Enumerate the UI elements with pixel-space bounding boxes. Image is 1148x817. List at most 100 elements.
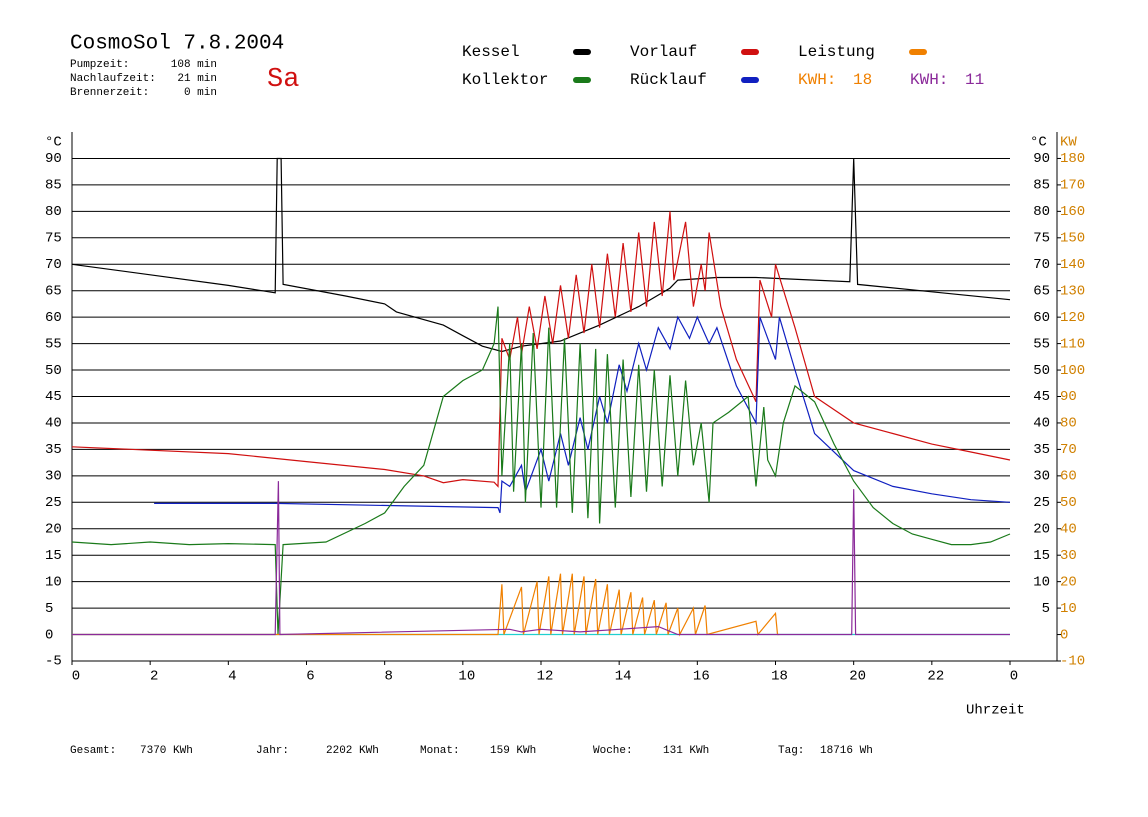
- x-tick-label: 18: [771, 669, 788, 685]
- stat-label: Nachlaufzeit:: [70, 73, 156, 85]
- energy-label: KWH:: [798, 71, 836, 89]
- y-tick-label-right: 85: [1033, 178, 1050, 194]
- x-tick-label: 16: [693, 669, 710, 685]
- series-line: [71, 306, 1011, 635]
- day: Sa: [267, 65, 299, 95]
- y-tick-label-right: 55: [1033, 336, 1050, 352]
- y-tick-label: 30: [45, 469, 62, 485]
- stat-label: Brennerzeit:: [70, 87, 149, 99]
- y-unit: °C: [45, 135, 62, 151]
- y-tick-label: 85: [45, 178, 62, 194]
- y2-unit: KW: [1060, 135, 1077, 151]
- y-tick-label: 55: [45, 336, 62, 352]
- stat-value: 0 min: [184, 87, 217, 99]
- y-tick-label: 90: [45, 151, 62, 167]
- energy-label: KWH:: [910, 71, 948, 89]
- y-tick-label: 50: [45, 363, 62, 379]
- y-tick-label: 0: [45, 627, 53, 643]
- y-tick-label: 80: [45, 204, 62, 220]
- y-tick-label: 25: [45, 495, 62, 511]
- y-tick-label: 60: [45, 310, 62, 326]
- y2-tick-label: 130: [1060, 283, 1085, 299]
- y2-tick-label: 30: [1060, 548, 1077, 564]
- total-label: Gesamt:: [70, 745, 116, 757]
- x-label: Uhrzeit: [966, 703, 1025, 719]
- y-tick-label-right: 70: [1033, 257, 1050, 273]
- y2-tick-label: 10: [1060, 601, 1077, 617]
- y-tick-label: 40: [45, 416, 62, 432]
- y-tick-label-right: 30: [1033, 469, 1050, 485]
- y-tick-label: -5: [45, 654, 62, 670]
- y2-tick-label: 110: [1060, 336, 1085, 352]
- y2-tick-label: 40: [1060, 521, 1077, 537]
- y2-tick-label: -10: [1060, 654, 1085, 670]
- energy-value: 11: [965, 71, 984, 89]
- series-line: [154, 315, 1011, 514]
- x-tick-label: 12: [537, 669, 554, 685]
- x-tick-label: 20: [849, 669, 866, 685]
- y-tick-label-right: 35: [1033, 442, 1050, 458]
- energy-value: 18: [853, 71, 872, 89]
- y-tick-label-right: 45: [1033, 389, 1050, 405]
- y-tick-label: 75: [45, 231, 62, 247]
- y-tick-label: 20: [45, 521, 62, 537]
- y2-tick-label: 120: [1060, 310, 1085, 326]
- x-tick-label: 8: [384, 669, 392, 685]
- y-tick-label-right: 65: [1033, 283, 1050, 299]
- y-tick-label: 70: [45, 257, 62, 273]
- stat-value: 108 min: [171, 59, 217, 71]
- y-tick-label: 15: [45, 548, 62, 564]
- y-tick-label: 35: [45, 442, 62, 458]
- y-tick-label-right: 40: [1033, 416, 1050, 432]
- legend-label: Leistung: [798, 43, 875, 61]
- x-tick-label: 0: [72, 669, 80, 685]
- y2-tick-label: 20: [1060, 574, 1077, 590]
- y-tick-label: 10: [45, 574, 62, 590]
- legend-label: Kessel: [462, 43, 520, 61]
- stat-label: Pumpzeit:: [70, 59, 129, 71]
- y2-tick-label: 100: [1060, 363, 1085, 379]
- series-line: [71, 211, 1011, 488]
- y2-tick-label: 80: [1060, 416, 1077, 432]
- y-tick-label-right: 75: [1033, 231, 1050, 247]
- y2-tick-label: 0: [1060, 627, 1068, 643]
- x-tick-label: 10: [458, 669, 475, 685]
- series-line: [72, 481, 1010, 636]
- stat-value: 21 min: [177, 73, 217, 85]
- y-tick-label: 5: [45, 601, 53, 617]
- total-value: 131 KWh: [663, 745, 709, 757]
- x-tick-label: 2: [150, 669, 158, 685]
- x-tick-label: 6: [306, 669, 314, 685]
- y2-tick-label: 170: [1060, 178, 1085, 194]
- y-tick-label-right: 50: [1033, 363, 1050, 379]
- x-tick-label: 4: [228, 669, 236, 685]
- y-tick-label-right: 20: [1033, 521, 1050, 537]
- y-unit-right: °C: [1030, 135, 1047, 151]
- y-tick-label-right: 80: [1033, 204, 1050, 220]
- y-tick-label-right: 90: [1033, 151, 1050, 167]
- total-value: 7370 KWh: [140, 745, 193, 757]
- y-tick-label-right: 15: [1033, 548, 1050, 564]
- legend-label: Rücklauf: [630, 71, 707, 89]
- total-label: Monat:: [420, 745, 460, 757]
- y-tick-label-right: 5: [1042, 601, 1050, 617]
- chart-title: CosmoSol 7.8.2004: [70, 33, 284, 56]
- x-tick-label: 22: [927, 669, 944, 685]
- y2-tick-label: 150: [1060, 231, 1085, 247]
- legend-label: Vorlauf: [630, 43, 697, 61]
- total-label: Tag:: [778, 745, 804, 757]
- x-tick-label: 0: [1010, 669, 1018, 685]
- y2-tick-label: 180: [1060, 151, 1085, 167]
- y2-tick-label: 60: [1060, 469, 1077, 485]
- y-tick-label: 45: [45, 389, 62, 405]
- series-line: [72, 573, 780, 637]
- y2-tick-label: 50: [1060, 495, 1077, 511]
- total-label: Woche:: [593, 745, 633, 757]
- y-tick-label-right: 10: [1033, 574, 1050, 590]
- y2-tick-label: 70: [1060, 442, 1077, 458]
- total-value: 18716 Wh: [820, 745, 873, 757]
- y2-tick-label: 90: [1060, 389, 1077, 405]
- total-label: Jahr:: [256, 745, 289, 757]
